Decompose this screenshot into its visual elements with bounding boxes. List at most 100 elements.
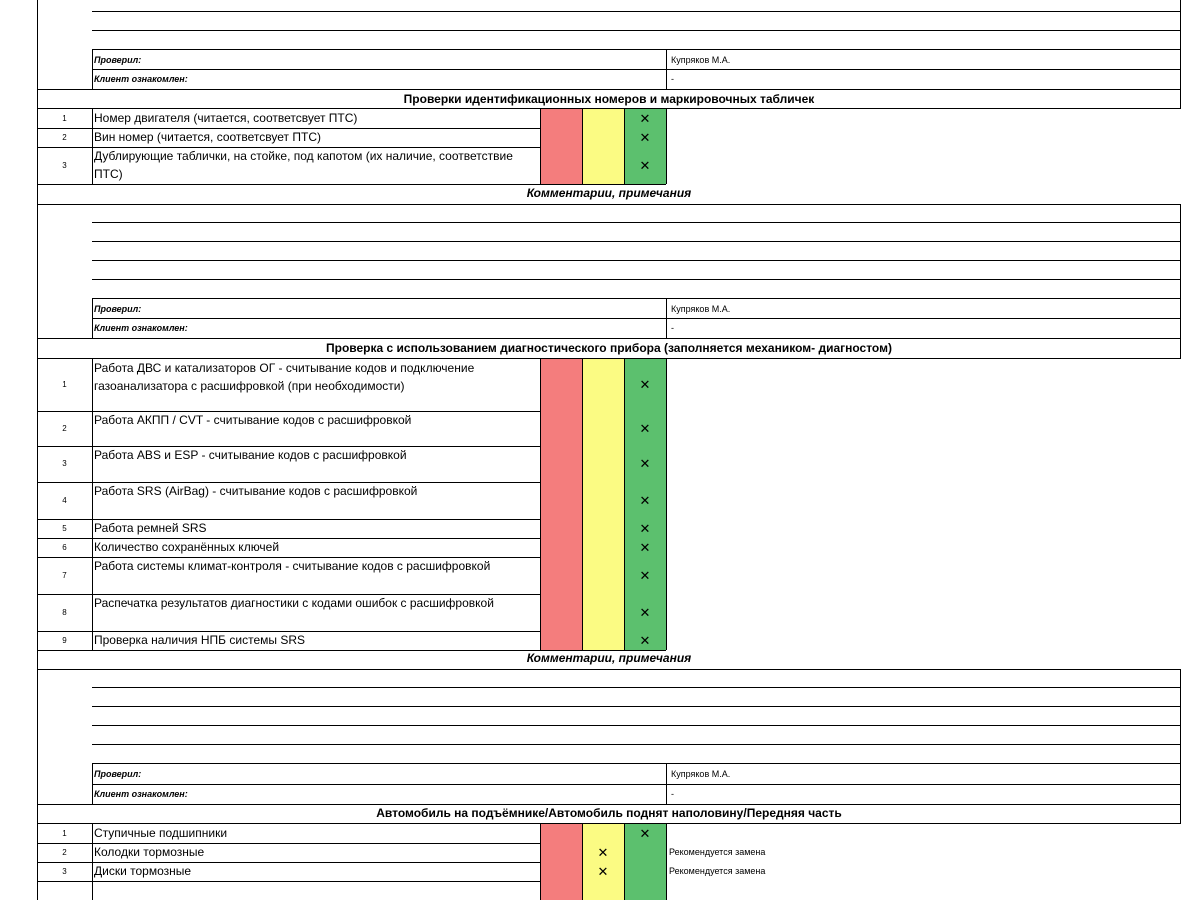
row-item-text: Работа SRS (AirBag) - считывание кодов с… bbox=[94, 484, 418, 498]
status-yellow-cell[interactable] bbox=[582, 594, 624, 631]
status-green-cell[interactable] bbox=[624, 519, 666, 538]
client-acknowledged-label: Клиент ознакомлен: bbox=[94, 789, 188, 799]
client-acknowledged-value: - bbox=[671, 74, 674, 84]
comment-line bbox=[92, 744, 1181, 745]
status-red-cell[interactable] bbox=[540, 594, 582, 631]
column-divider bbox=[624, 631, 625, 650]
column-divider bbox=[666, 482, 667, 519]
column-divider bbox=[92, 631, 93, 650]
row-divider bbox=[37, 446, 666, 447]
status-green-cell[interactable] bbox=[624, 109, 666, 128]
status-green-cell[interactable] bbox=[624, 631, 666, 650]
checked-by-label: Проверил: bbox=[94, 304, 142, 314]
status-yellow-cell[interactable] bbox=[582, 411, 624, 446]
row-number: 5 bbox=[62, 523, 67, 533]
comments-title: Комментарии, примечания bbox=[526, 186, 692, 200]
column-divider bbox=[666, 128, 667, 147]
status-red-cell[interactable] bbox=[540, 631, 582, 650]
status-green-cell[interactable] bbox=[624, 594, 666, 631]
status-yellow-cell[interactable] bbox=[582, 862, 624, 881]
status-green-cell[interactable] bbox=[624, 128, 666, 147]
status-yellow-cell[interactable] bbox=[582, 631, 624, 650]
column-divider bbox=[92, 557, 93, 594]
column-divider bbox=[624, 843, 625, 862]
status-yellow-cell[interactable] bbox=[582, 538, 624, 557]
column-divider bbox=[582, 843, 583, 862]
column-divider bbox=[540, 411, 541, 446]
status-red-cell[interactable] bbox=[540, 843, 582, 862]
column-divider bbox=[582, 631, 583, 650]
column-divider bbox=[92, 538, 93, 557]
column-divider bbox=[582, 594, 583, 631]
column-divider bbox=[666, 147, 667, 184]
status-yellow-cell[interactable] bbox=[582, 147, 624, 184]
status-red-cell[interactable] bbox=[540, 482, 582, 519]
status-yellow-cell[interactable] bbox=[582, 128, 624, 147]
status-yellow-cell[interactable] bbox=[582, 446, 624, 482]
status-red-cell[interactable] bbox=[540, 557, 582, 594]
column-divider bbox=[540, 109, 541, 128]
row-number: 1 bbox=[62, 113, 67, 123]
status-yellow-cell[interactable] bbox=[582, 824, 624, 843]
comment-line bbox=[92, 222, 1181, 223]
status-red-cell[interactable] bbox=[540, 147, 582, 184]
column-divider bbox=[582, 147, 583, 184]
status-yellow-cell[interactable] bbox=[582, 359, 624, 411]
column-divider bbox=[582, 881, 583, 900]
status-red-cell[interactable] bbox=[540, 411, 582, 446]
status-green-cell[interactable] bbox=[624, 446, 666, 482]
status-green-cell[interactable] bbox=[624, 482, 666, 519]
status-green-cell[interactable] bbox=[624, 359, 666, 411]
status-red-cell[interactable] bbox=[540, 446, 582, 482]
row-number: 3 bbox=[62, 866, 67, 876]
column-divider bbox=[582, 824, 583, 843]
status-yellow-cell[interactable] bbox=[582, 482, 624, 519]
row-divider bbox=[37, 594, 666, 595]
row-number: 4 bbox=[62, 495, 67, 505]
status-red-cell[interactable] bbox=[540, 862, 582, 881]
status-red-cell[interactable] bbox=[540, 824, 582, 843]
client-acknowledged-value: - bbox=[671, 323, 674, 333]
check-mark-icon: ✕ bbox=[639, 456, 651, 471]
status-yellow-cell[interactable] bbox=[582, 843, 624, 862]
column-divider bbox=[540, 147, 541, 184]
status-red-cell[interactable] bbox=[540, 109, 582, 128]
column-divider bbox=[666, 824, 667, 843]
row-item-text: Вин номер (читается, соответсвует ПТС) bbox=[94, 130, 321, 144]
column-divider bbox=[624, 446, 625, 482]
status-red-cell[interactable] bbox=[540, 881, 582, 900]
status-green-cell[interactable] bbox=[624, 881, 666, 900]
status-yellow-cell[interactable] bbox=[582, 519, 624, 538]
status-red-cell[interactable] bbox=[540, 519, 582, 538]
status-green-cell[interactable] bbox=[624, 862, 666, 881]
comment-line bbox=[92, 260, 1181, 261]
status-red-cell[interactable] bbox=[540, 359, 582, 411]
column-divider bbox=[92, 446, 93, 482]
comment-line bbox=[92, 279, 1181, 280]
column-divider bbox=[582, 411, 583, 446]
column-divider bbox=[540, 359, 541, 411]
row-number: 8 bbox=[62, 607, 67, 617]
status-yellow-cell[interactable] bbox=[582, 109, 624, 128]
status-red-cell[interactable] bbox=[540, 128, 582, 147]
row-item-text: Работа АКПП / CVT - считывание кодов с р… bbox=[94, 413, 412, 427]
row-item-text: Работа ABS и ESP - считывание кодов с ра… bbox=[94, 448, 407, 462]
check-mark-icon: ✕ bbox=[639, 129, 651, 145]
status-green-cell[interactable] bbox=[624, 538, 666, 557]
status-green-cell[interactable] bbox=[624, 824, 666, 843]
status-red-cell[interactable] bbox=[540, 538, 582, 557]
status-green-cell[interactable] bbox=[624, 411, 666, 446]
column-divider bbox=[624, 538, 625, 557]
status-green-cell[interactable] bbox=[624, 557, 666, 594]
column-divider bbox=[624, 824, 625, 843]
status-yellow-cell[interactable] bbox=[582, 881, 624, 900]
row-item-text: Диски тормозные bbox=[94, 864, 192, 878]
comment-line bbox=[92, 763, 1181, 764]
status-yellow-cell[interactable] bbox=[582, 557, 624, 594]
row-divider bbox=[37, 862, 666, 863]
status-green-cell[interactable] bbox=[624, 843, 666, 862]
status-green-cell[interactable] bbox=[624, 147, 666, 184]
row-divider bbox=[37, 128, 666, 129]
column-divider bbox=[624, 862, 625, 881]
row-item-text: Количество сохранённых ключей bbox=[94, 540, 280, 554]
